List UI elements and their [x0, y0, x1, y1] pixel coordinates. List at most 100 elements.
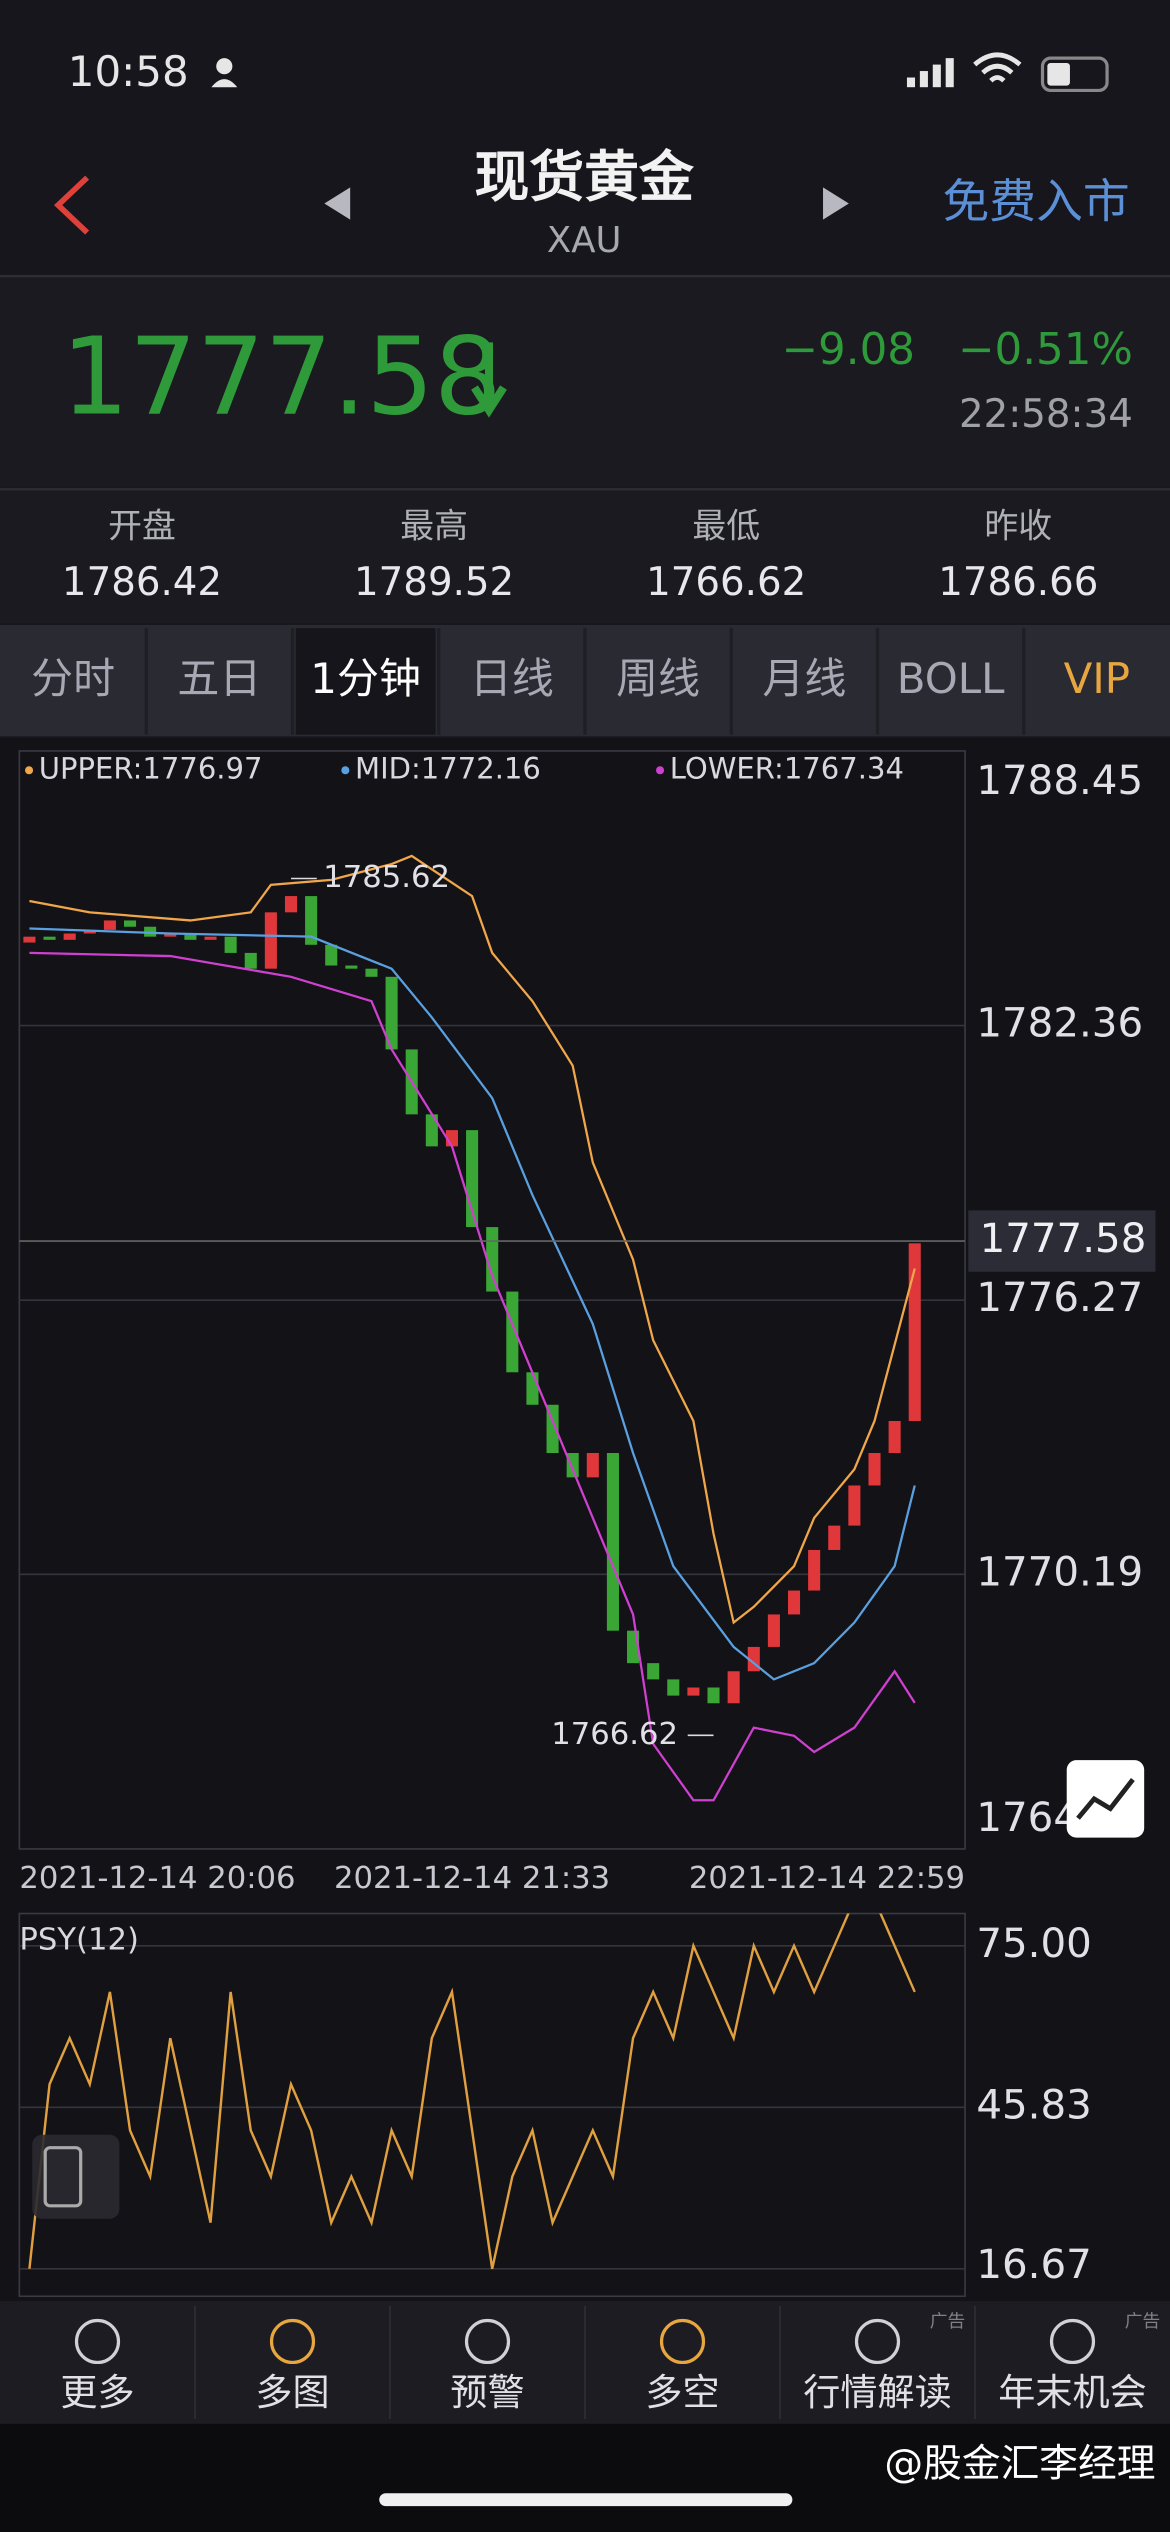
chart-title: PSY(12)	[19, 1922, 139, 1957]
candle	[908, 1243, 921, 1421]
candle	[204, 936, 217, 940]
legend-dot	[341, 766, 350, 775]
candle	[305, 896, 318, 945]
candle	[284, 896, 298, 913]
down-arrow	[471, 342, 507, 418]
nav-icon	[269, 2318, 316, 2365]
candle	[345, 965, 358, 969]
header-symbol: XAU	[547, 220, 622, 261]
candle	[647, 1663, 660, 1680]
last-price-box	[968, 1210, 1156, 1272]
y-tick-label: 75.00	[976, 1920, 1091, 1967]
y-tick-label: 1788.45	[976, 757, 1143, 804]
prev-button[interactable]	[324, 187, 351, 220]
nav-label[interactable]: 多空	[645, 2371, 719, 2414]
candle	[546, 1404, 559, 1454]
legend-dot	[656, 766, 665, 775]
stat-label: 昨收	[984, 507, 1052, 546]
tab[interactable]: 日线	[470, 654, 554, 703]
tab[interactable]: 分时	[31, 654, 115, 703]
stat-value: 1766.62	[646, 560, 806, 605]
status-time: 10:58	[68, 47, 189, 96]
quote-change: −9.08	[782, 325, 916, 375]
charts: 1788.451782.361776.271770.191764.10UPPER…	[19, 750, 1156, 2288]
footer	[0, 2423, 1170, 2532]
nav-label[interactable]: 行情解读	[803, 2371, 951, 2414]
y-tick-label: 1770.19	[976, 1548, 1143, 1595]
last-price-label: 1777.58	[980, 1215, 1147, 1262]
candle	[264, 912, 277, 969]
psy	[28, 1913, 916, 2270]
legend-label: LOWER:1767.34	[670, 751, 904, 785]
candle	[385, 976, 398, 1050]
nav-label[interactable]: 多图	[255, 2371, 329, 2414]
back-button[interactable]	[53, 175, 90, 235]
stat-label: 最低	[692, 507, 760, 546]
quote-change-pct: −0.51%	[958, 325, 1133, 375]
nav: 更多 多图 预警 多空 行情解读 年末机会 广告 广告	[60, 2305, 1161, 2419]
tab[interactable]: 五日	[177, 654, 261, 703]
candle	[808, 1549, 821, 1591]
candle	[103, 920, 116, 930]
candle	[63, 933, 76, 940]
tab[interactable]: BOLL	[897, 654, 1005, 703]
candle	[164, 933, 177, 937]
stat-value: 1786.66	[938, 560, 1098, 605]
tab[interactable]: 周线	[616, 654, 700, 703]
candle	[486, 1227, 499, 1292]
nav-icon	[1049, 2318, 1096, 2365]
ad-tag: 广告	[930, 2311, 966, 2332]
nav-label[interactable]: 更多	[60, 2371, 134, 2414]
legend-label: UPPER:1776.97	[39, 751, 263, 785]
candle	[526, 1372, 539, 1405]
stat-value: 1789.52	[354, 560, 514, 605]
quote-panel	[0, 277, 1170, 488]
user-icon	[216, 58, 233, 75]
candle	[828, 1525, 841, 1550]
rotate-button[interactable]	[32, 2134, 120, 2219]
tab[interactable]: 1分钟	[310, 654, 421, 703]
nav-icon	[854, 2318, 901, 2365]
annotation-label: 1785.62	[323, 860, 450, 895]
next-button[interactable]	[823, 187, 849, 220]
candle	[848, 1485, 861, 1526]
user-icon-body	[211, 79, 238, 88]
nav-label[interactable]: 年末机会	[998, 2371, 1146, 2414]
wifi-icon	[973, 52, 1022, 83]
quote-price: 1777.58	[61, 316, 501, 440]
tab[interactable]: 月线	[762, 654, 846, 703]
ad-tag: 广告	[1125, 2311, 1161, 2332]
candles	[23, 854, 921, 1802]
candle	[888, 1420, 901, 1454]
candle	[365, 968, 378, 977]
rotate-icon	[43, 2146, 83, 2208]
band-line	[29, 854, 916, 1625]
home-indicator	[379, 2493, 793, 2507]
band-line	[29, 951, 916, 1802]
candle	[43, 936, 56, 940]
y-tick-label: 16.67	[976, 2241, 1091, 2288]
x-tick-label: 2021-12-14 21:33	[334, 1861, 610, 1896]
x-tick-label: 2021-12-14 20:06	[19, 1861, 295, 1896]
psy-line	[28, 1913, 916, 2270]
legend-label: MID:1772.16	[355, 751, 541, 785]
x-tick-label: 2021-12-14 22:59	[689, 1861, 965, 1896]
candle	[787, 1590, 801, 1615]
annotation-label: 1766.62	[551, 1717, 678, 1752]
candle	[566, 1453, 579, 1478]
nav-label[interactable]: 预警	[450, 2371, 524, 2414]
band-line	[29, 927, 916, 1681]
candle	[224, 936, 237, 953]
candle	[184, 933, 197, 940]
battery-icon	[1040, 56, 1109, 93]
candle	[727, 1671, 740, 1704]
candle	[244, 952, 257, 969]
candle	[425, 1114, 438, 1147]
header-action[interactable]: 免费入市	[943, 176, 1130, 230]
legend-dot	[25, 766, 34, 775]
stats-panel	[0, 490, 1170, 624]
nav-icon	[659, 2318, 706, 2365]
trend-button[interactable]	[1066, 1760, 1145, 1838]
tab[interactable]: VIP	[1064, 654, 1130, 703]
candle	[767, 1614, 780, 1647]
